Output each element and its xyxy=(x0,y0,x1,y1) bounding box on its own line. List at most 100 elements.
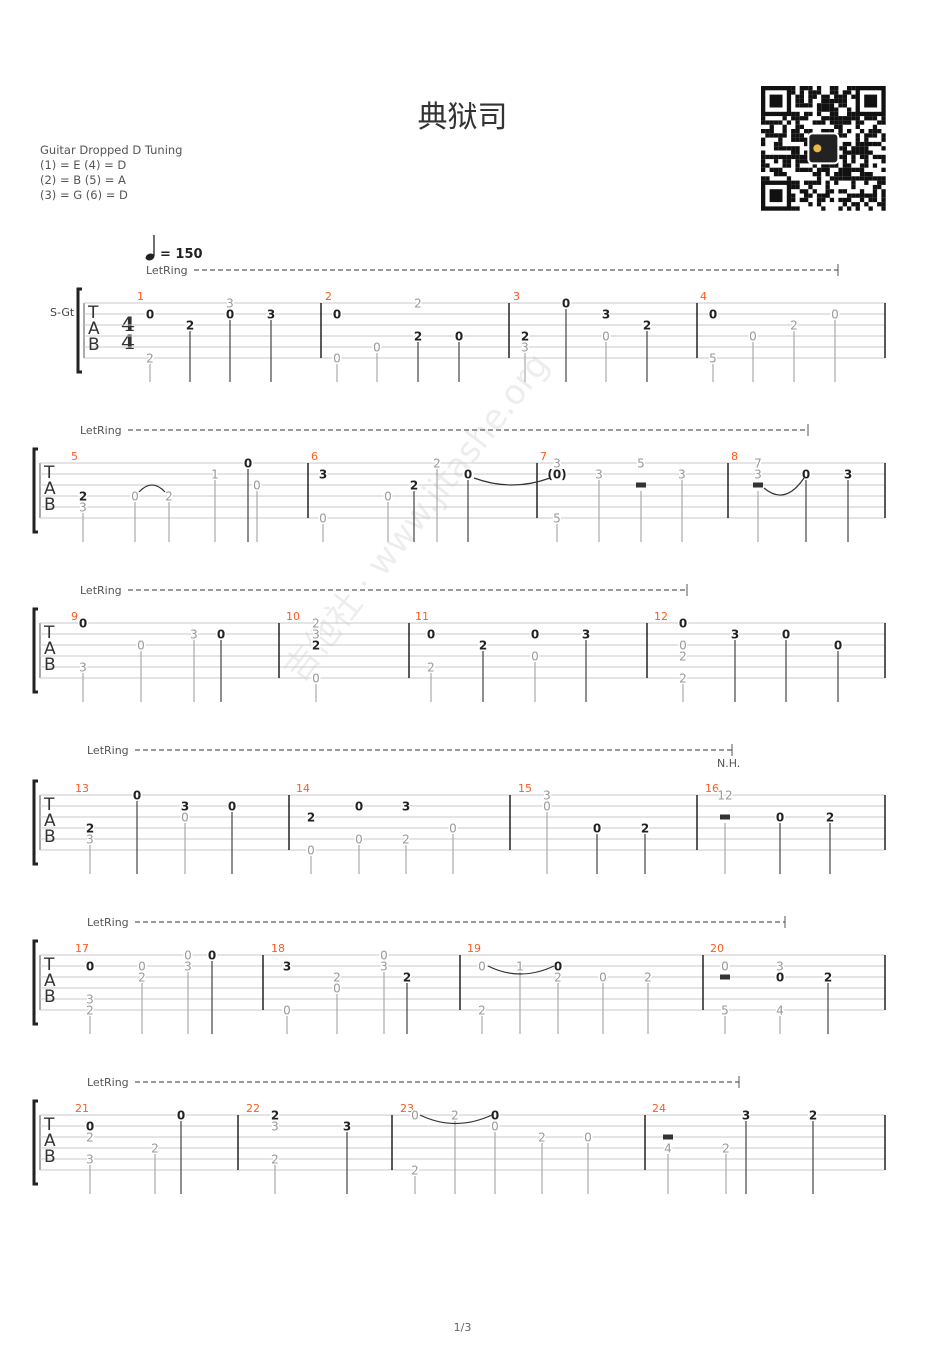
fret-number: 3 xyxy=(731,628,739,642)
system-bracket xyxy=(32,607,38,694)
qr-module xyxy=(881,180,886,185)
beat: 0 xyxy=(774,809,786,874)
beat: 30 xyxy=(600,306,612,382)
qr-module xyxy=(838,146,843,151)
qr-module xyxy=(872,163,878,168)
measure-number: 11 xyxy=(415,610,429,623)
qr-module xyxy=(868,197,873,203)
fret-number: 3 xyxy=(226,297,234,311)
page-indicator: 1/3 xyxy=(453,1321,472,1334)
qr-module xyxy=(795,116,800,121)
qr-module xyxy=(851,146,856,151)
qr-module xyxy=(791,86,796,91)
qr-module xyxy=(799,154,804,160)
qr-module xyxy=(765,120,770,125)
fret-number: 0 xyxy=(79,617,87,631)
qr-module xyxy=(761,154,766,160)
rest-mark xyxy=(720,814,730,820)
song-title: 典狱司 xyxy=(417,100,508,135)
qr-module xyxy=(761,129,766,134)
beat: 30 xyxy=(281,958,293,1034)
qr-module xyxy=(808,193,813,198)
qr-module xyxy=(842,133,847,138)
fret-number: 2 xyxy=(538,1131,546,1145)
qr-module xyxy=(769,133,774,138)
qr-module xyxy=(847,167,852,172)
beat: 0 xyxy=(583,1129,593,1194)
qr-module xyxy=(799,167,804,172)
qr-module xyxy=(872,184,878,190)
measure-number: 1 xyxy=(137,290,144,303)
tab-clef-letter: B xyxy=(88,335,100,355)
fret-number: 4 xyxy=(664,1142,672,1156)
beat: 0 xyxy=(383,488,393,542)
qr-module xyxy=(859,172,865,177)
qr-module xyxy=(829,120,835,125)
beat: 0 xyxy=(598,969,608,1034)
beat: 0 xyxy=(206,947,218,1034)
beat: 3 xyxy=(580,626,592,702)
qr-module xyxy=(795,184,800,190)
measure-number: 2 xyxy=(325,290,332,303)
fret-number: 2 xyxy=(521,330,529,344)
beat: 02 xyxy=(552,958,564,1034)
qr-module xyxy=(877,176,882,181)
beat: 23 xyxy=(519,328,531,382)
qr-module xyxy=(864,116,869,121)
qr-module xyxy=(881,202,886,207)
beat: 02 xyxy=(410,1107,420,1194)
qr-module xyxy=(864,154,869,160)
beat: 02 xyxy=(477,958,487,1034)
qr-module xyxy=(825,189,830,194)
qr-module xyxy=(808,90,813,95)
qr-module xyxy=(834,86,839,91)
beat: 2 xyxy=(789,317,799,382)
qr-module xyxy=(842,197,847,203)
qr-module xyxy=(821,107,826,112)
fret-number: 7 xyxy=(754,457,762,471)
qr-module xyxy=(804,103,809,108)
qr-module xyxy=(842,116,847,121)
qr-module xyxy=(782,133,787,138)
beat: 0 xyxy=(560,295,572,382)
qr-module xyxy=(842,98,847,104)
qr-module xyxy=(795,98,800,104)
qr-module xyxy=(812,90,817,95)
qr-module xyxy=(821,206,826,211)
fret-number: 2 xyxy=(151,1142,159,1156)
beat: 2 xyxy=(450,1107,460,1194)
qr-module xyxy=(868,206,873,211)
tuning-line: (2) = B (5) = A xyxy=(40,173,126,187)
qr-module xyxy=(851,176,856,181)
qr-module xyxy=(769,120,774,125)
fret-number: 0 xyxy=(491,1120,499,1134)
qr-logo xyxy=(807,132,840,165)
qr-module xyxy=(864,150,869,155)
qr-module xyxy=(816,180,822,185)
qr-module xyxy=(804,141,809,147)
qr-module xyxy=(829,176,835,181)
qr-module xyxy=(859,163,865,168)
qr-module xyxy=(842,159,847,164)
measure-number: 10 xyxy=(286,610,300,623)
measure-number: 15 xyxy=(518,782,532,795)
fret-number: 2 xyxy=(826,811,834,825)
fret-number: 0 xyxy=(543,800,551,814)
fret-number: 0 xyxy=(679,617,687,631)
beat: 30 xyxy=(224,295,236,382)
tab-clef-letter: A xyxy=(88,319,100,339)
qr-module xyxy=(808,184,813,190)
qr-module xyxy=(821,193,826,198)
qr-module xyxy=(765,163,770,168)
qr-module xyxy=(799,197,804,203)
qr-module xyxy=(851,180,856,185)
qr-module xyxy=(786,159,792,164)
qr-module xyxy=(872,189,878,194)
measure-number: 7 xyxy=(540,450,547,463)
qr-module xyxy=(855,137,860,142)
qr-module xyxy=(825,167,830,172)
qr-module xyxy=(808,129,813,134)
